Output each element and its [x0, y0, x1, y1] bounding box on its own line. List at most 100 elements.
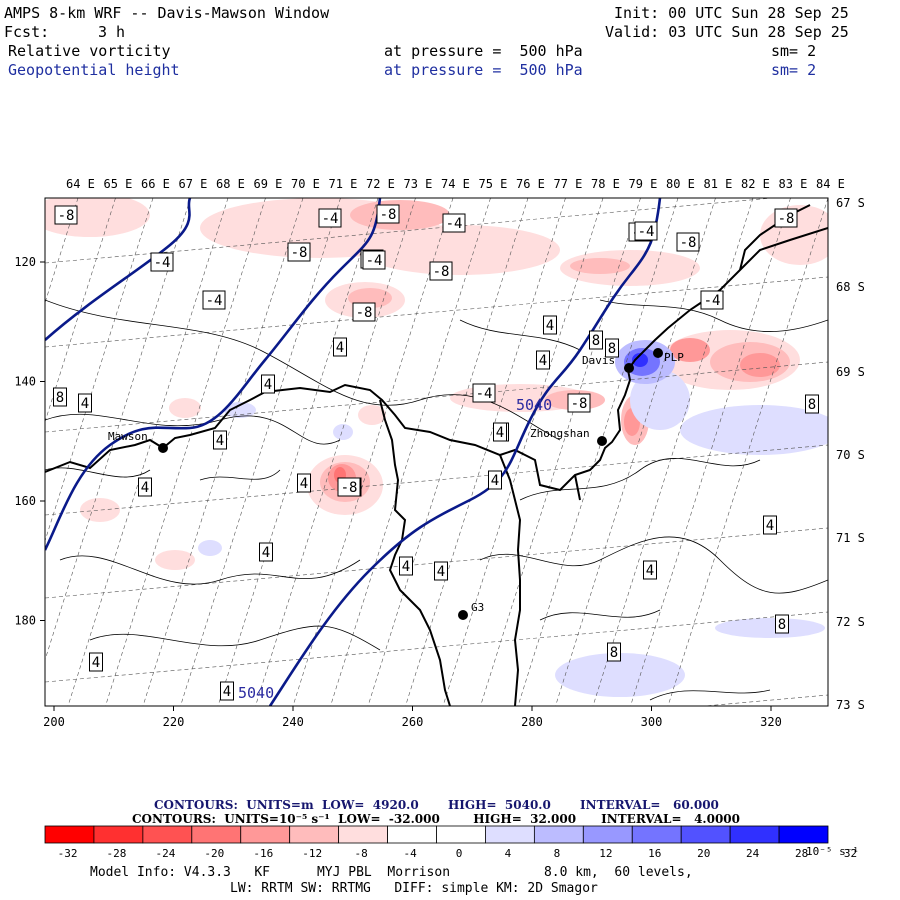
vorticity-label: 4	[491, 473, 499, 489]
valid-time: Valid: 03 UTC Sun 28 Sep 25	[605, 23, 849, 41]
longitude-label: 65 E	[104, 177, 133, 191]
colorbar: -32 -28 -24 -20 -16 -12 -8 -4 0 4 8 12 16 20 24 28 32	[44, 825, 857, 860]
x-tick-labels: 200 220 240 260 280 300 320	[43, 706, 782, 729]
colorbar-label: 32	[844, 847, 857, 860]
colorbar-swatch	[680, 825, 731, 844]
vorticity-label-box	[261, 374, 275, 394]
colorbar-units: 10⁻⁵ s⁻¹	[806, 845, 859, 858]
longitude-label: 72 E	[366, 177, 395, 191]
vorticity-label-box	[318, 208, 342, 228]
vorticity-label: -4	[322, 211, 339, 227]
vorticity-label-box	[805, 394, 819, 414]
height-label: 5040	[516, 396, 552, 414]
vorticity-contour-labels: -8 -4 -8 -4 -8 -4 -8 -8 -8 -4 -4 -4 -8 -8 -4 4 4 4 8 4 8 4 4 4 4…	[53, 204, 819, 701]
colorbar-swatch	[338, 825, 388, 844]
colorbar-swatch	[387, 825, 437, 844]
latitude-label: 71 S	[836, 531, 865, 545]
longitude-label: 68 E	[216, 177, 245, 191]
vorticity-label-box	[362, 250, 386, 270]
longitude-label: 84 E	[816, 177, 845, 191]
x-tick-label: 260	[402, 715, 424, 729]
latitude-label: 69 S	[836, 365, 865, 379]
vorticity-label: 4	[336, 340, 344, 356]
vorticity-label-box	[589, 330, 603, 350]
vorticity-label: 4	[546, 318, 554, 334]
vorticity-label: -8	[778, 211, 795, 227]
colorbar-swatch	[729, 825, 780, 844]
geopotential-height-contours	[45, 198, 662, 706]
station-marker	[653, 348, 663, 358]
latitude-labels: 67 S 68 S 69 S 70 S 71 S 72 S 73 S	[836, 196, 865, 712]
longitude-labels: 64 E 65 E 66 E 67 E 68 E 69 E 70 E 71 E 72 E 73 E…	[66, 177, 845, 191]
y-tick-label: 120	[14, 255, 36, 269]
vorticity-label-box	[352, 302, 376, 322]
colorbar-label: 12	[599, 847, 612, 860]
init-time: Init: 00 UTC Sun 28 Sep 25	[614, 4, 849, 22]
colorbar-label: 16	[648, 847, 661, 860]
vorticity-label-box	[676, 232, 700, 252]
field1-level: at pressure = 500 hPa	[384, 42, 583, 60]
longitude-label: 82 E	[741, 177, 770, 191]
vorticity-label-box	[775, 614, 789, 634]
vorticity-label-box	[700, 290, 724, 310]
longitude-label: 75 E	[479, 177, 508, 191]
longitude-label: 73 E	[404, 177, 433, 191]
station-label: Zhongshan	[530, 427, 590, 440]
colorbar-swatch	[778, 825, 829, 844]
vorticity-label: -8	[291, 245, 308, 261]
vorticity-label: 4	[496, 425, 504, 441]
vorticity-label: 8	[778, 617, 786, 633]
station-marker	[624, 363, 634, 373]
vorticity-label: -4	[154, 255, 171, 271]
colorbar-label: 28	[795, 847, 808, 860]
vorticity-label-box	[643, 560, 657, 580]
vorticity-label: -4	[206, 293, 223, 309]
station-marker	[458, 610, 468, 620]
station-label: G3	[471, 601, 484, 614]
colorbar-swatch	[631, 825, 682, 844]
colorbar-label: 4	[505, 847, 512, 860]
fcst-label: Fcst:	[4, 23, 50, 41]
height-label: 5040	[238, 684, 274, 702]
colorbar-swatch	[240, 825, 291, 844]
vorticity-label-box	[53, 387, 67, 407]
vorticity-label-box	[150, 252, 174, 272]
field2-name: Geopotential height	[8, 61, 180, 79]
y-tick-label: 160	[14, 494, 36, 508]
colorbar-swatch	[142, 825, 193, 844]
vorticity-label: -4	[476, 386, 493, 402]
longitude-label: 70 E	[291, 177, 320, 191]
y-tick-label: 140	[14, 375, 36, 389]
longitude-label: 81 E	[704, 177, 733, 191]
colorbar-swatch	[93, 825, 144, 844]
vorticity-label: 4	[539, 353, 547, 369]
colorbar-label: 0	[456, 847, 463, 860]
vorticity-label: -4	[638, 224, 655, 240]
latitude-label: 73 S	[836, 698, 865, 712]
longitude-label: 80 E	[666, 177, 695, 191]
vorticity-label: 4	[646, 563, 654, 579]
vorticity-label-box	[442, 213, 466, 233]
vorticity-label: -8	[356, 305, 373, 321]
station-label: Mawson	[108, 430, 148, 443]
longitude-label: 76 E	[516, 177, 545, 191]
vorticity-label: 4	[92, 655, 100, 671]
x-tick-label: 200	[43, 715, 65, 729]
lat-lon-grid	[45, 198, 828, 706]
vorticity-label: 8	[608, 341, 616, 357]
colorbar-swatch	[191, 825, 242, 844]
longitude-label: 64 E	[66, 177, 95, 191]
x-tick-label: 220	[163, 715, 185, 729]
latitude-label: 67 S	[836, 196, 865, 210]
vorticity-label-box	[213, 430, 227, 450]
vorticity-label-box	[543, 315, 557, 335]
vorticity-label: 4	[766, 518, 774, 534]
positive-vorticity-shading	[198, 340, 828, 697]
longitude-label: 71 E	[329, 177, 358, 191]
vorticity-label-box	[429, 261, 453, 281]
vorticity-label: 4	[141, 480, 149, 496]
colorbar-swatch	[582, 825, 633, 844]
vorticity-label: 8	[592, 333, 600, 349]
vorticity-label: -4	[446, 216, 463, 232]
vorticity-label-box	[259, 542, 273, 562]
